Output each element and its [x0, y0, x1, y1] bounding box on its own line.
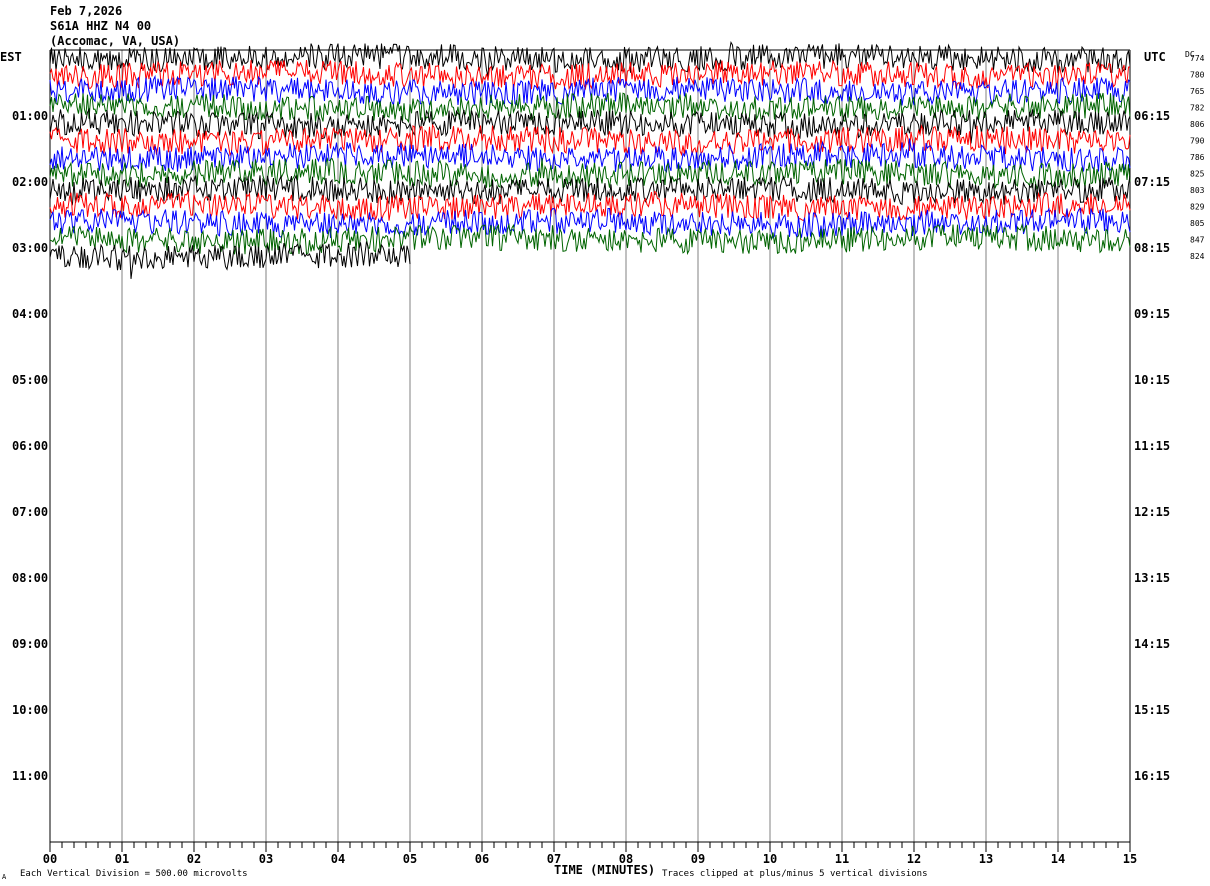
trace-row-5 [49, 107, 1131, 144]
dc-offset-label: 847 [1190, 236, 1205, 245]
est-hour-label: 04:00 [12, 307, 48, 321]
x-tick-label: 12 [907, 852, 921, 866]
dc-column-label: DC [1185, 50, 1195, 59]
x-tick-label: 08 [619, 852, 633, 866]
utc-hour-label: 16:15 [1134, 769, 1170, 783]
est-hour-label: 03:00 [12, 241, 48, 255]
trace-row-13 [49, 241, 411, 279]
x-tick-label: 07 [547, 852, 561, 866]
utc-zone-label: UTC [1144, 50, 1166, 64]
trace-row-3 [49, 74, 1131, 107]
est-hour-label: 10:00 [12, 703, 48, 717]
x-axis-title: TIME (MINUTES) [554, 863, 655, 877]
est-hour-label: 01:00 [12, 109, 48, 123]
header-date: Feb 7,2026 [50, 4, 123, 18]
est-hour-label: 06:00 [12, 439, 48, 453]
x-tick-label: 10 [763, 852, 777, 866]
dc-offset-label: 774 [1190, 54, 1205, 63]
utc-hour-label: 13:15 [1134, 571, 1170, 585]
minute-gridlines [49, 49, 1131, 842]
utc-hour-label: 14:15 [1134, 637, 1170, 651]
x-tick-label: 01 [115, 852, 129, 866]
x-tick-label: 11 [835, 852, 849, 866]
trace-row-6 [49, 123, 1131, 157]
x-tick-label: 14 [1051, 852, 1065, 866]
utc-hour-label: 08:15 [1134, 241, 1170, 255]
dc-offset-label: 782 [1190, 104, 1205, 113]
header-station: S61A HHZ N4 00 [50, 19, 152, 33]
dc-offset-label: 825 [1190, 170, 1205, 179]
x-tick-label: 15 [1123, 852, 1137, 866]
utc-hour-label: 15:15 [1134, 703, 1170, 717]
dc-offset-labels: 774 780 765 782 806 790 786 825 803 829 805 847 824 [1190, 54, 1205, 261]
est-hour-label: 07:00 [12, 505, 48, 519]
trace-row-12 [49, 222, 1131, 256]
corner-mark: A [2, 873, 7, 881]
time-axis: 00 01 02 03 04 05 06 07 08 09 10 11 12 13 14 15 [43, 841, 1137, 866]
utc-hour-label: 06:15 [1134, 109, 1170, 123]
dc-offset-label: 790 [1190, 137, 1205, 146]
est-hour-label: 02:00 [12, 175, 48, 189]
seismic-traces [49, 40, 1131, 279]
est-hour-label: 11:00 [12, 769, 48, 783]
dc-offset-label: 803 [1190, 186, 1205, 195]
x-tick-label: 04 [331, 852, 345, 866]
utc-hour-label: 12:15 [1134, 505, 1170, 519]
header-location: (Accomac, VA, USA) [50, 34, 181, 48]
est-hour-labels: 01:00 02:00 03:00 04:00 05:00 06:00 07:00 08:00… [12, 109, 48, 783]
utc-hour-labels: 06:15 07:15 08:15 09:15 10:15 11:15 12:15 13:15… [1134, 109, 1170, 783]
trace-row-9 [49, 174, 1131, 206]
x-tick-label: 05 [403, 852, 417, 866]
est-hour-label: 09:00 [12, 637, 48, 651]
dc-offset-label: 824 [1190, 252, 1205, 261]
trace-row-2 [49, 59, 1131, 91]
x-tick-label: 06 [475, 852, 489, 866]
utc-hour-label: 09:15 [1134, 307, 1170, 321]
trace-row-8 [49, 157, 1131, 190]
dc-offset-label: 786 [1190, 153, 1205, 162]
dc-offset-label: 780 [1190, 71, 1205, 80]
dc-offset-label: 765 [1190, 87, 1205, 96]
x-tick-label: 09 [691, 852, 705, 866]
dc-offset-label: 829 [1190, 203, 1205, 212]
utc-hour-label: 11:15 [1134, 439, 1170, 453]
dc-offset-label: 805 [1190, 219, 1205, 228]
utc-hour-label: 07:15 [1134, 175, 1170, 189]
x-tick-label: 00 [43, 852, 57, 866]
trace-row-7 [49, 138, 1131, 173]
est-hour-label: 08:00 [12, 571, 48, 585]
trace-row-10 [49, 189, 1131, 221]
utc-hour-label: 10:15 [1134, 373, 1170, 387]
x-tick-label: 02 [187, 852, 201, 866]
est-hour-label: 05:00 [12, 373, 48, 387]
clip-note: Traces clipped at plus/minus 5 vertical … [662, 869, 928, 879]
dc-offset-label: 806 [1190, 120, 1205, 129]
trace-row-11 [49, 207, 1131, 239]
trace-row-4 [49, 92, 1131, 124]
trace-row-1 [49, 40, 1131, 77]
x-tick-label: 13 [979, 852, 993, 866]
est-zone-label: EST [0, 50, 22, 64]
scale-note: Each Vertical Division = 500.00 microvol… [20, 869, 248, 879]
x-tick-label: 03 [259, 852, 273, 866]
